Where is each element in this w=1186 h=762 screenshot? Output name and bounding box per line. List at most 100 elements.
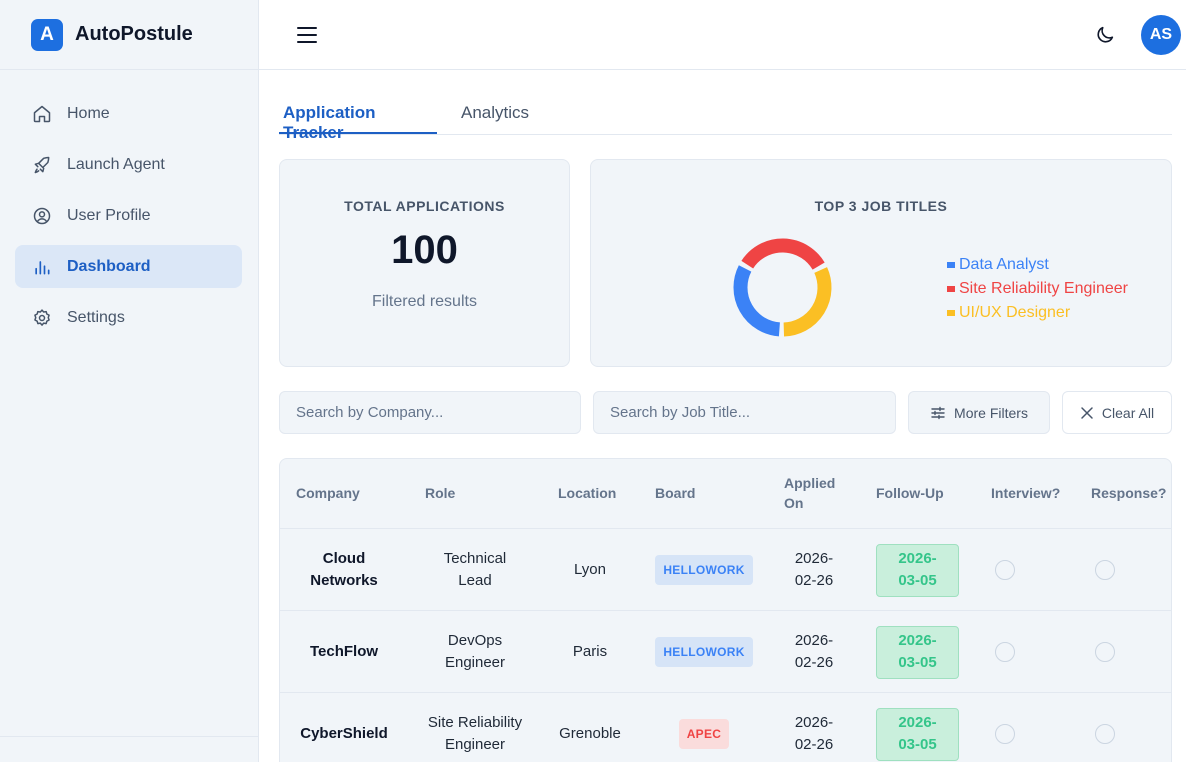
role-line: DevOps bbox=[447, 632, 503, 649]
response-radio[interactable] bbox=[1095, 724, 1115, 744]
donut-legend: Data Analyst Site Reliability Engineer UI/… bbox=[947, 253, 1128, 325]
table-row[interactable]: CyberShield Site Reliability Engineer Gre… bbox=[280, 693, 1171, 762]
top-job-titles-card: TOP 3 JOB TITLES Data Analyst Site Reliab… bbox=[590, 159, 1172, 367]
top-job-titles-label: TOP 3 JOB TITLES bbox=[814, 198, 948, 214]
interview-radio[interactable] bbox=[995, 724, 1015, 744]
interview-radio[interactable] bbox=[995, 642, 1015, 662]
cell-applied-on: 2026- 02-26 bbox=[774, 529, 854, 611]
role-line: Technical bbox=[443, 550, 507, 567]
legend-label: UI/UX Designer bbox=[959, 304, 1071, 321]
legend-swatch bbox=[947, 310, 955, 316]
legend-item[interactable]: Site Reliability Engineer bbox=[947, 277, 1128, 301]
board-badge: HELLOWORK bbox=[655, 637, 753, 667]
cell-location: Grenoble bbox=[559, 725, 621, 742]
applications-table: Company Role Location Board Applied On F… bbox=[279, 458, 1172, 762]
search-company-input[interactable] bbox=[279, 391, 581, 434]
more-filters-label: More Filters bbox=[954, 404, 1028, 421]
brand[interactable]: A AutoPostule bbox=[0, 0, 258, 70]
sidebar-divider bbox=[0, 736, 258, 737]
total-applications-value: 100 bbox=[391, 228, 458, 272]
sidebar: A AutoPostule Home Launch Agent User Pro… bbox=[0, 0, 259, 762]
clear-all-button[interactable]: Clear All bbox=[1062, 391, 1172, 434]
legend-item[interactable]: Data Analyst bbox=[947, 253, 1128, 277]
column-header-follow-up[interactable]: Follow-Up bbox=[876, 485, 944, 501]
cell-board: APEC bbox=[644, 693, 764, 762]
follow-up-line: 03-05 bbox=[898, 736, 937, 753]
sidebar-item-label: User Profile bbox=[67, 206, 151, 224]
cell-company: Cloud Networks bbox=[294, 529, 394, 611]
legend-label: Site Reliability Engineer bbox=[959, 280, 1128, 297]
company-line: Networks bbox=[310, 572, 378, 589]
cell-interview bbox=[985, 611, 1025, 693]
column-header-applied-on[interactable]: Applied On bbox=[784, 473, 835, 513]
cell-board: HELLOWORK bbox=[644, 529, 764, 611]
follow-up-line: 03-05 bbox=[898, 654, 937, 671]
clear-all-label: Clear All bbox=[1101, 404, 1155, 421]
total-applications-label: TOTAL APPLICATIONS bbox=[344, 198, 505, 214]
top-bar: AS bbox=[259, 0, 1186, 70]
column-header-board[interactable]: Board bbox=[655, 485, 696, 501]
donut-slice-site-reliability-engineer[interactable] bbox=[741, 238, 825, 270]
home-icon bbox=[32, 104, 52, 124]
column-header-response[interactable]: Response? bbox=[1091, 485, 1167, 501]
sidebar-item-dashboard[interactable]: Dashboard bbox=[15, 245, 242, 288]
sidebar-item-home[interactable]: Home bbox=[15, 92, 242, 135]
response-radio[interactable] bbox=[1095, 642, 1115, 662]
follow-up-line: 03-05 bbox=[898, 572, 937, 589]
role-line: Lead bbox=[458, 572, 492, 589]
total-applications-subtitle: Filtered results bbox=[372, 293, 477, 310]
column-header-location[interactable]: Location bbox=[558, 485, 617, 501]
role-line: Site Reliability bbox=[427, 714, 523, 731]
table-row[interactable]: TechFlow DevOps Engineer Paris HELLOWORK … bbox=[280, 611, 1171, 693]
avatar[interactable]: AS bbox=[1141, 15, 1181, 55]
legend-label: Data Analyst bbox=[959, 256, 1049, 273]
more-filters-button[interactable]: More Filters bbox=[908, 391, 1050, 434]
rocket-icon bbox=[32, 155, 52, 175]
menu-icon[interactable] bbox=[297, 25, 317, 45]
role-line: Engineer bbox=[444, 654, 506, 671]
cell-applied-on: 2026- 02-26 bbox=[774, 611, 854, 693]
donut-slice-data-analyst[interactable] bbox=[733, 265, 781, 337]
sidebar-item-user-profile[interactable]: User Profile bbox=[15, 194, 242, 237]
legend-swatch bbox=[947, 262, 955, 268]
response-radio[interactable] bbox=[1095, 560, 1115, 580]
sidebar-item-launch-agent[interactable]: Launch Agent bbox=[15, 143, 242, 186]
tab-analytics[interactable]: Analytics bbox=[461, 103, 530, 122]
tab-bar: Application Tracker Analytics bbox=[279, 92, 1172, 142]
role-line: Engineer bbox=[444, 736, 506, 753]
cell-follow-up: 2026- 03-05 bbox=[876, 611, 959, 693]
moon-icon[interactable] bbox=[1094, 24, 1116, 46]
close-icon bbox=[1081, 406, 1093, 419]
sidebar-nav: Home Launch Agent User Profile Dashboard… bbox=[0, 70, 258, 339]
donut-slice-ui-ux-designer[interactable] bbox=[783, 267, 832, 337]
column-header-interview[interactable]: Interview? bbox=[991, 485, 1061, 501]
follow-up-line: 2026- bbox=[898, 714, 937, 731]
sliders-icon bbox=[931, 406, 945, 419]
column-header-role[interactable]: Role bbox=[425, 485, 456, 501]
bar-chart-icon bbox=[32, 257, 52, 277]
board-badge: HELLOWORK bbox=[655, 555, 753, 585]
table-row[interactable]: Cloud Networks Technical Lead Lyon HELLOWO… bbox=[280, 529, 1171, 611]
total-applications-card: TOTAL APPLICATIONS 100 Filtered results bbox=[279, 159, 570, 367]
sidebar-item-label: Settings bbox=[67, 308, 125, 326]
applied-line: 02-26 bbox=[794, 736, 834, 753]
sidebar-item-settings[interactable]: Settings bbox=[15, 296, 242, 339]
legend-item[interactable]: UI/UX Designer bbox=[947, 301, 1128, 325]
cell-follow-up: 2026- 03-05 bbox=[876, 529, 959, 611]
user-circle-icon bbox=[32, 206, 52, 226]
job-titles-donut-chart bbox=[733, 238, 832, 337]
cell-response bbox=[1085, 693, 1125, 762]
tab-application-tracker[interactable]: Application Tracker bbox=[279, 92, 437, 142]
search-job-title-input[interactable] bbox=[593, 391, 896, 434]
applied-line: 2026- bbox=[794, 714, 834, 731]
gear-icon bbox=[32, 308, 52, 328]
follow-up-date-badge[interactable]: 2026- 03-05 bbox=[876, 543, 959, 597]
follow-up-date-badge[interactable]: 2026- 03-05 bbox=[876, 625, 959, 679]
column-header-company[interactable]: Company bbox=[296, 485, 360, 501]
applied-line: 02-26 bbox=[794, 572, 834, 589]
company-line: Cloud bbox=[322, 550, 366, 567]
cell-response bbox=[1085, 529, 1125, 611]
interview-radio[interactable] bbox=[995, 560, 1015, 580]
column-header-applied-line1: Applied bbox=[784, 475, 836, 491]
follow-up-date-badge[interactable]: 2026- 03-05 bbox=[876, 707, 959, 761]
